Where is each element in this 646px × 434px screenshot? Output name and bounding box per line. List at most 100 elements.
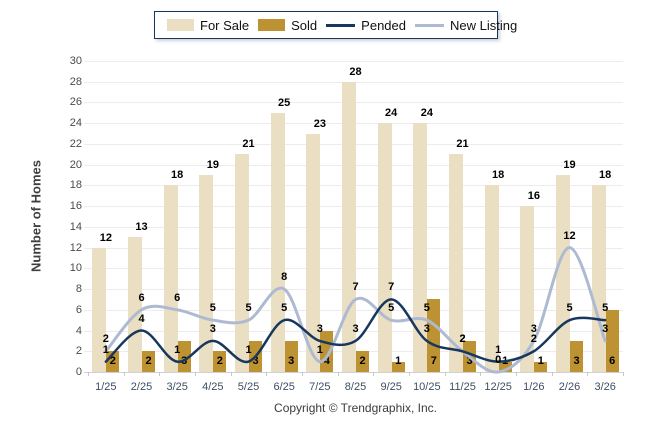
x-axis-tick xyxy=(551,372,553,376)
y-tick-label: 22 xyxy=(69,137,82,150)
new-listing-value-label: 5 xyxy=(209,302,216,315)
x-tick-label: 9/25 xyxy=(380,381,402,393)
x-axis-tick xyxy=(623,372,624,376)
y-tick-label: 6 xyxy=(75,303,82,316)
x-tick-label: 1/26 xyxy=(523,381,545,393)
pended-value-label: 1 xyxy=(245,343,252,356)
x-axis-tick xyxy=(587,372,589,376)
y-tick-label: 8 xyxy=(75,283,82,296)
x-tick-label: 2/26 xyxy=(558,381,581,393)
y-tick-label: 30 xyxy=(69,55,82,67)
sold-bar xyxy=(213,351,227,372)
for-sale-value-label: 12 xyxy=(99,231,112,244)
new-listing-value-label: 6 xyxy=(174,291,181,304)
legend-item-sold: Sold xyxy=(258,19,317,32)
for-sale-bar xyxy=(199,175,214,372)
pended-value-label: 1 xyxy=(102,343,109,356)
for-sale-bar xyxy=(377,123,392,372)
new-listing-line xyxy=(104,246,607,374)
pended-value-label: 2 xyxy=(459,333,466,346)
for-sale-value-label: 18 xyxy=(492,169,505,182)
for-sale-bar xyxy=(342,81,356,372)
for-sale-bar xyxy=(591,185,606,372)
y-tick-label: 18 xyxy=(69,179,82,192)
x-axis-tick xyxy=(123,372,125,376)
legend-label-sold: Sold xyxy=(291,17,318,33)
pended-value-label: 1 xyxy=(495,343,502,356)
new-listing-value-label: 1 xyxy=(316,343,323,356)
for-sale-bar xyxy=(92,247,107,372)
chart-legend: For Sale Sold Pended New Listing xyxy=(154,11,517,39)
for-sale-bar xyxy=(128,237,142,372)
x-tick-label: 5/25 xyxy=(237,381,260,393)
pended-value-label: 5 xyxy=(281,302,288,315)
x-tick-label: 10/25 xyxy=(413,381,441,393)
sold-bar xyxy=(284,340,298,372)
new-listing-value-label: 2 xyxy=(459,333,466,346)
grid-line xyxy=(84,372,623,373)
for-sale-value-label: 25 xyxy=(278,96,291,109)
for-sale-swatch-icon xyxy=(167,19,194,31)
copyright-text: Copyright © Trendgraphix, Inc. xyxy=(274,401,437,415)
pended-value-label: 3 xyxy=(352,322,359,335)
sold-value-label: 6 xyxy=(609,355,616,367)
legend-item-new-listing: New Listing xyxy=(415,19,517,32)
new-listing-value-label: 12 xyxy=(563,229,576,242)
sold-value-label: 2 xyxy=(216,355,223,367)
x-axis-tick xyxy=(266,372,268,376)
y-tick-label: 12 xyxy=(69,241,82,254)
sold-value-label: 7 xyxy=(430,355,437,367)
for-sale-value-label: 28 xyxy=(349,65,362,78)
for-sale-bar xyxy=(270,112,285,372)
x-axis-tick xyxy=(444,372,446,376)
new-listing-value-label: 2 xyxy=(102,333,109,346)
for-sale-bar xyxy=(484,185,499,372)
pended-value-label: 3 xyxy=(316,322,323,335)
y-tick-label: 10 xyxy=(69,262,82,275)
y-tick-label: 2 xyxy=(75,345,82,358)
new-listing-value-label: 5 xyxy=(388,302,395,315)
sold-bar xyxy=(356,351,369,372)
for-sale-bar xyxy=(163,185,178,372)
x-tick-label: 8/25 xyxy=(344,381,367,393)
x-tick-label: 4/25 xyxy=(202,381,224,393)
x-tick-label: 2/25 xyxy=(130,381,153,393)
for-sale-value-label: 21 xyxy=(456,138,469,151)
new-listing-line-sample-icon xyxy=(415,23,444,27)
for-sale-value-label: 18 xyxy=(171,169,184,182)
x-tick-label: 11/25 xyxy=(449,381,476,393)
for-sale-value-label: 23 xyxy=(313,117,326,130)
new-listing-value-label: 5 xyxy=(245,302,252,315)
for-sale-value-label: 16 xyxy=(527,190,540,203)
for-sale-bar xyxy=(413,123,428,372)
x-tick-label: 7/25 xyxy=(309,381,331,393)
pended-value-label: 3 xyxy=(423,322,430,335)
y-tick-label: 4 xyxy=(75,324,82,337)
plot-area: 0 2 4 6 8 10 12 14 16 18 20 22 24 26 28 30 1/25 2/25 3/25 4… xyxy=(70,56,624,393)
pended-line xyxy=(104,298,607,363)
pended-value-label: 2 xyxy=(530,333,537,346)
for-sale-bar xyxy=(449,154,463,372)
new-listing-value-label: 0 xyxy=(495,354,502,366)
sold-bar xyxy=(427,299,441,372)
x-tick-label: 3/25 xyxy=(166,381,188,393)
for-sale-value-label: 18 xyxy=(599,169,612,182)
pended-value-label: 3 xyxy=(209,322,216,335)
new-listing-value-label: 8 xyxy=(281,271,288,284)
y-tick-label: 24 xyxy=(69,117,82,130)
x-axis-tick xyxy=(337,372,339,376)
for-sale-value-label: 24 xyxy=(420,107,433,120)
grid-line xyxy=(84,61,623,62)
for-sale-value-label: 19 xyxy=(206,159,219,172)
sold-bar xyxy=(570,340,583,372)
y-tick-label: 20 xyxy=(69,158,82,171)
x-tick-label: 3/26 xyxy=(594,381,616,393)
x-axis-tick xyxy=(195,372,196,376)
x-tick-label: 1/25 xyxy=(95,381,117,393)
x-axis-tick xyxy=(480,372,482,376)
y-tick-label: 26 xyxy=(69,96,82,109)
y-tick-label: 14 xyxy=(69,220,82,233)
sold-bar xyxy=(142,351,155,372)
sold-bar xyxy=(177,340,191,372)
